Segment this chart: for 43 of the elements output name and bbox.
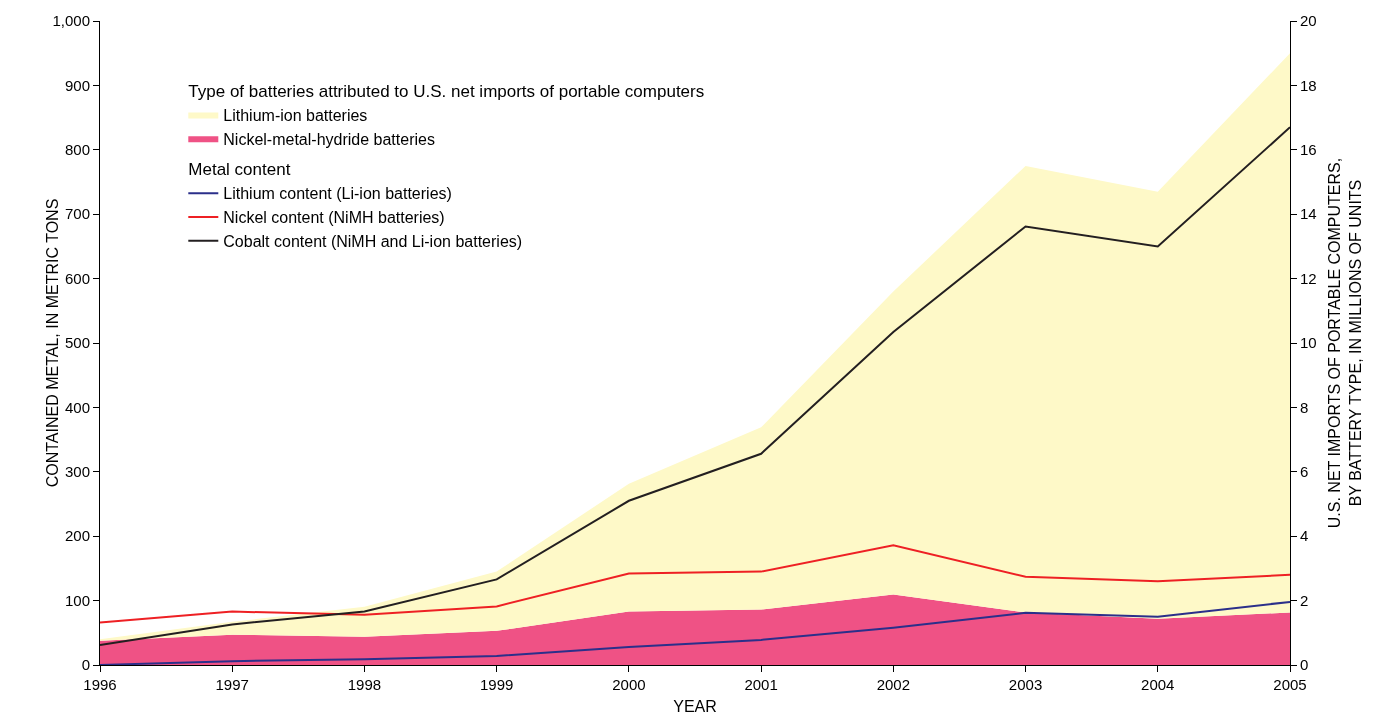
legend-label: Nickel content (NiMH batteries) bbox=[223, 209, 445, 227]
y2-tick-label: 20 bbox=[1300, 12, 1317, 30]
y-tick-label: 200 bbox=[64, 527, 90, 545]
y2-tick-label: 18 bbox=[1300, 76, 1317, 94]
y2-tick-label: 14 bbox=[1300, 205, 1317, 223]
x-axis-title: YEAR bbox=[673, 697, 717, 715]
x-tick-label: 2005 bbox=[1273, 676, 1307, 693]
y-tick-label: 800 bbox=[64, 141, 90, 159]
x-tick-label: 1997 bbox=[215, 676, 249, 693]
x-tick-label: 2004 bbox=[1141, 676, 1175, 693]
x-tick-label: 2001 bbox=[744, 676, 778, 693]
y2-tick-label: 10 bbox=[1300, 334, 1317, 352]
y-tick-label: 0 bbox=[81, 656, 90, 674]
y2-tick-label: 12 bbox=[1300, 269, 1317, 287]
x-tick-label: 2000 bbox=[612, 676, 646, 693]
y2-axis-title: U.S. NET IMPORTS OF PORTABLE COMPUTERS, BY BATTERY TYPE, IN MILLIONS OF UNITS bbox=[1326, 157, 1364, 529]
y-tick-label: 400 bbox=[64, 398, 90, 416]
x-tick-label: 1996 bbox=[83, 676, 117, 693]
y-tick-label: 600 bbox=[64, 269, 90, 287]
y2-tick-label: 6 bbox=[1300, 463, 1309, 481]
y-axis-title: CONTAINED METAL, IN METRIC TONS bbox=[44, 198, 61, 488]
y2-tick-label: 16 bbox=[1300, 141, 1317, 159]
y-tick-label: 300 bbox=[64, 463, 90, 481]
x-tick-label: 1998 bbox=[347, 676, 382, 693]
annotation: Metal content bbox=[188, 160, 291, 180]
x-tick-label: 2003 bbox=[1008, 676, 1043, 693]
x-tick-label: 1999 bbox=[479, 676, 514, 693]
x-tick-label: 2002 bbox=[876, 676, 911, 693]
legend-title: Type of batteries attributed to U.S. net imports of portable computers bbox=[188, 81, 705, 101]
y-tick-label: 500 bbox=[64, 334, 90, 352]
y2-tick-label: 0 bbox=[1300, 656, 1309, 674]
y2-tick-label: 4 bbox=[1300, 527, 1309, 545]
legend-label: Lithium-ion batteries bbox=[223, 106, 368, 124]
legend-label: Nickel-metal-hydride batteries bbox=[223, 130, 435, 148]
legend-label: Lithium content (Li-ion batteries) bbox=[223, 185, 452, 203]
y-tick-label: 700 bbox=[64, 205, 90, 223]
y-tick-label: 900 bbox=[64, 76, 90, 94]
y-tick-label: 100 bbox=[64, 591, 90, 609]
line-series bbox=[100, 544, 1290, 624]
y2-tick-label: 8 bbox=[1300, 398, 1309, 416]
y2-tick-label: 2 bbox=[1300, 591, 1309, 609]
y-tick-label: 1,000 bbox=[52, 12, 90, 30]
legend-label: Cobalt content (NiMH and Li-ion batteries) bbox=[223, 233, 523, 251]
